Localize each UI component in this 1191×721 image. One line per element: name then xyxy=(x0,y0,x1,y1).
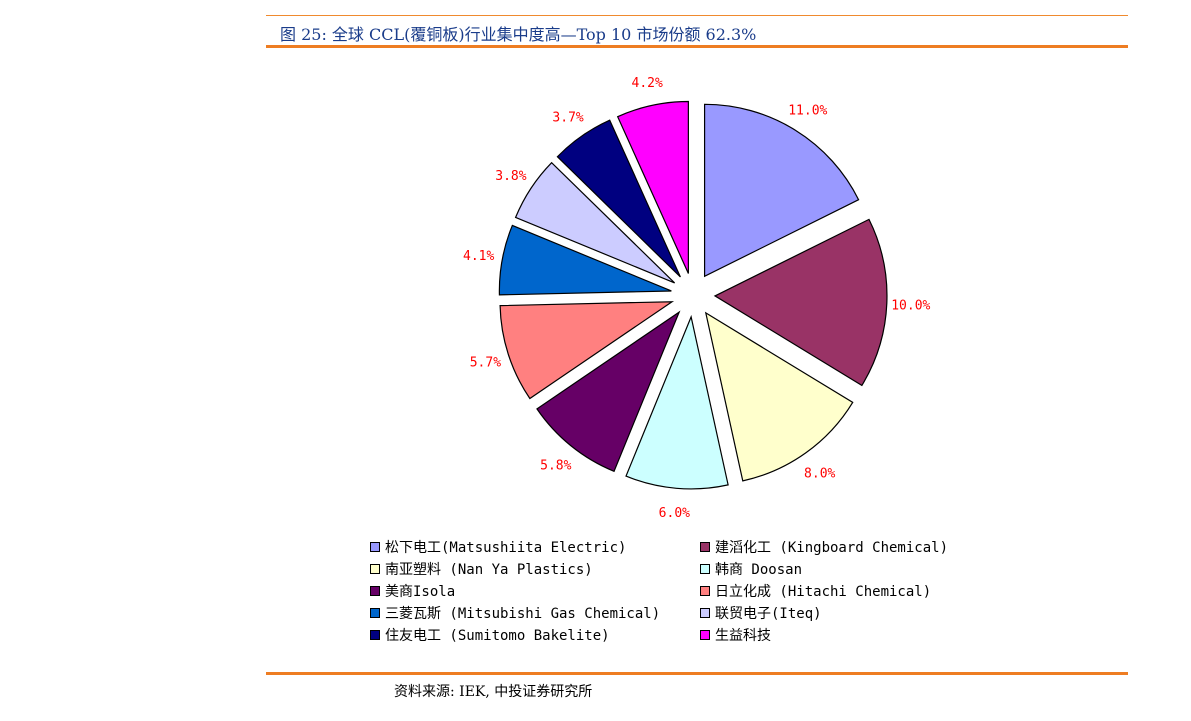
legend-swatch xyxy=(370,630,380,640)
pie-slice-9 xyxy=(556,119,681,278)
legend-swatch xyxy=(370,608,380,618)
slice-label-9: 3.7% xyxy=(552,110,583,125)
slice-label-6: 5.7% xyxy=(470,356,501,371)
pie-slice-1 xyxy=(703,103,860,278)
legend-label: 生益科技 xyxy=(715,628,771,644)
pie-slice-6 xyxy=(499,301,675,400)
legend-swatch xyxy=(700,630,710,640)
legend-item-2: 建滔化工 (Kingboard Chemical) xyxy=(700,536,948,558)
legend-swatch xyxy=(370,564,380,574)
header-top-rule xyxy=(266,15,1128,16)
legend-label: 松下电工(Matsushiita Electric) xyxy=(385,540,627,556)
pie-slice-10 xyxy=(616,100,689,274)
legend-label: 住友电工 (Sumitomo Bakelite) xyxy=(385,628,610,644)
slice-label-8: 3.8% xyxy=(495,169,526,184)
pie-slice-4 xyxy=(625,314,729,490)
legend-label: 南亚塑料 (Nan Ya Plastics) xyxy=(385,562,593,578)
legend-item-10: 生益科技 xyxy=(700,624,771,646)
slice-label-3: 8.0% xyxy=(804,466,835,481)
legend-item-5: 美商Isola xyxy=(370,580,455,602)
footer-rule xyxy=(266,672,1128,675)
legend-label: 联贸电子(Iteq) xyxy=(715,606,822,622)
slice-label-10: 4.2% xyxy=(632,76,663,91)
legend-item-9: 住友电工 (Sumitomo Bakelite) xyxy=(370,624,610,646)
legend-item-3: 南亚塑料 (Nan Ya Plastics) xyxy=(370,558,593,580)
pie-chart: 11.0% 10.0% 8.0% 6.0% 5.8% 5.7% 4.1% 3.8% 3.7% 4.… xyxy=(463,76,931,521)
legend-item-8: 联贸电子(Iteq) xyxy=(700,602,822,624)
pie-slice-7 xyxy=(498,224,672,296)
legend-item-7: 三菱瓦斯 (Mitsubishi Gas Chemical) xyxy=(370,602,660,624)
slice-label-1: 11.0% xyxy=(788,104,827,119)
legend-label: 建滔化工 (Kingboard Chemical) xyxy=(715,540,949,556)
legend-swatch xyxy=(700,564,710,574)
legend-item-6: 日立化成 (Hitachi Chemical) xyxy=(700,580,931,602)
pie-slice-5 xyxy=(536,310,681,473)
slice-label-4: 6.0% xyxy=(659,506,690,521)
slice-label-5: 5.8% xyxy=(540,458,571,473)
pie-slice-2 xyxy=(713,218,888,387)
legend-swatch xyxy=(370,586,380,596)
legend-swatch xyxy=(370,542,380,552)
figure-title: 图 25: 全球 CCL(覆铜板)行业集中度高—Top 10 市场份额 62.3… xyxy=(280,25,757,44)
legend-item-1: 松下电工(Matsushiita Electric) xyxy=(370,536,626,558)
legend-swatch xyxy=(700,586,710,596)
source-note: 资料来源: IEK, 中投证券研究所 xyxy=(394,684,593,700)
legend-label: 韩商 Doosan xyxy=(715,562,803,578)
pie-slice-8 xyxy=(514,161,676,284)
legend-label: 日立化成 (Hitachi Chemical) xyxy=(715,584,932,600)
legend-label: 美商Isola xyxy=(385,584,456,600)
slice-label-7: 4.1% xyxy=(463,249,494,264)
legend-item-4: 韩商 Doosan xyxy=(700,558,802,580)
pie-slice-3 xyxy=(704,311,854,482)
legend-swatch xyxy=(700,608,710,618)
slice-label-2: 10.0% xyxy=(891,298,930,313)
legend-swatch xyxy=(700,542,710,552)
header-bottom-rule xyxy=(266,45,1128,48)
legend-label: 三菱瓦斯 (Mitsubishi Gas Chemical) xyxy=(385,606,661,622)
